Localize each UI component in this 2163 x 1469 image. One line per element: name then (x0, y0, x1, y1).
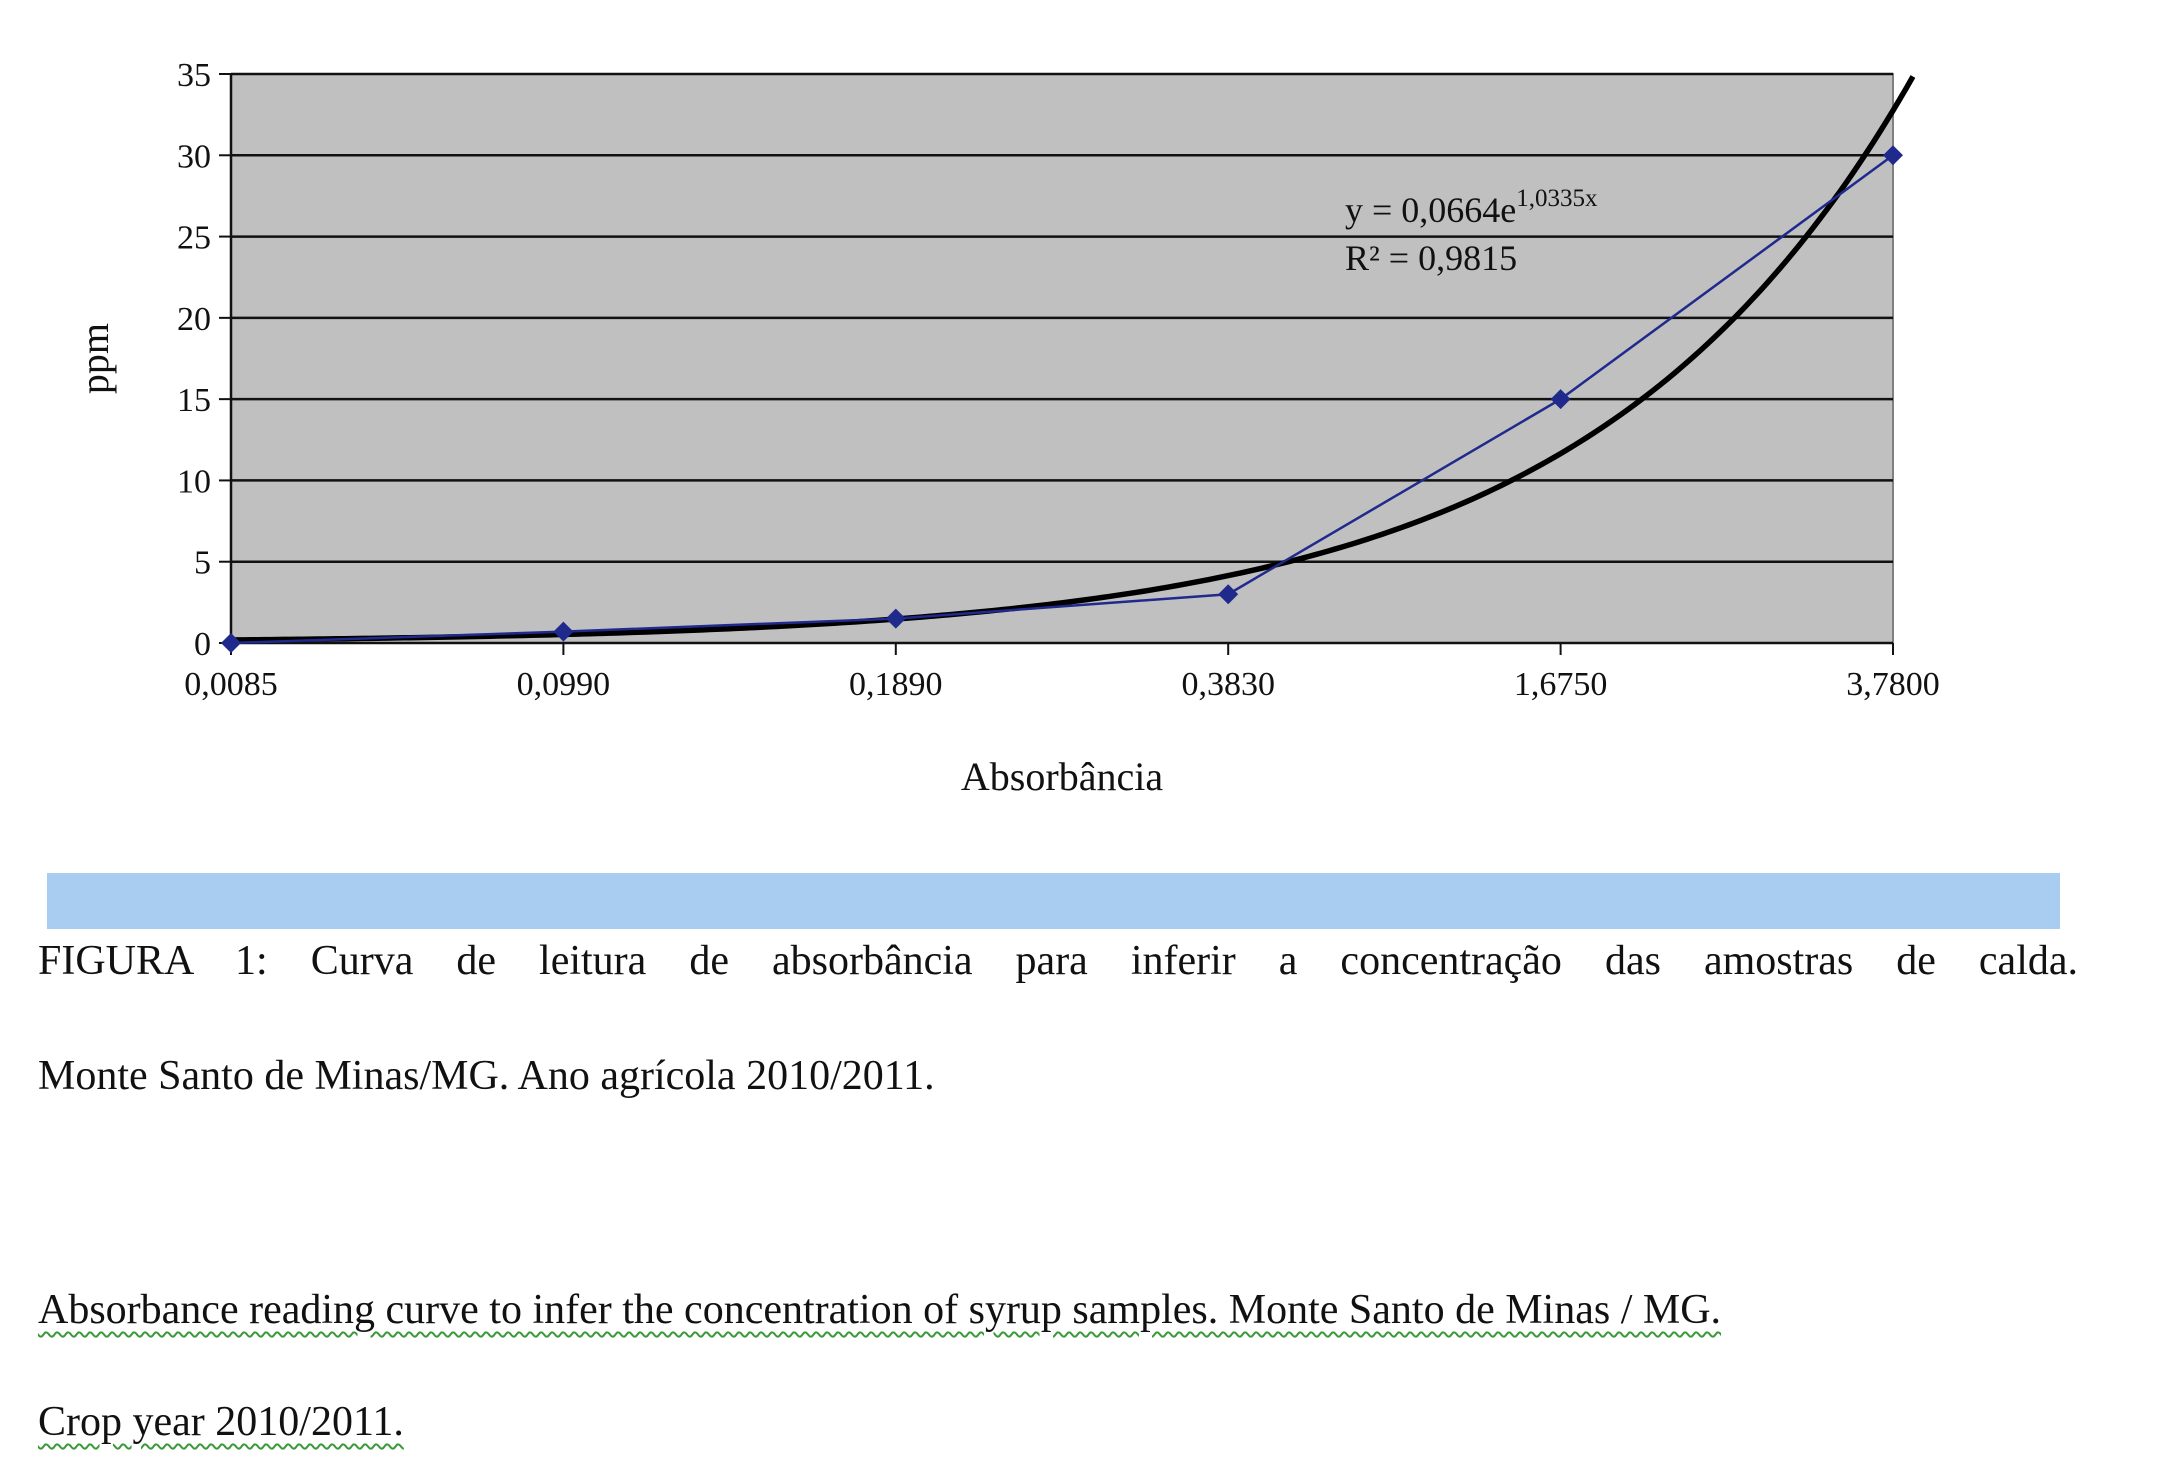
y-tick-label: 30 (177, 138, 211, 175)
data-point-marker (1218, 584, 1239, 605)
exponential-trendline (230, 75, 1916, 643)
y-tick-label: 0 (194, 626, 211, 663)
x-tick-label: 3,7800 (1846, 666, 1940, 703)
y-axis-title: ppm (72, 323, 117, 394)
x-tick-label: 0,0085 (184, 666, 278, 703)
trendline-equation: y = 0,0664e1,0335x (1345, 185, 1598, 230)
x-tick-label: 0,0990 (517, 666, 611, 703)
data-point-marker (1883, 145, 1903, 166)
trendline-r-squared: R² = 0,9815 (1345, 238, 1517, 278)
axes (229, 74, 1893, 645)
y-tick-label: 20 (177, 301, 211, 338)
data-point-marker (221, 633, 241, 653)
absorbance-chart: 0 5 10 15 20 25 30 35 0,0085 0,0990 0,1890 0,3830 1… (72, 57, 1940, 799)
y-tick-label: 35 (177, 57, 211, 94)
gridlines (231, 72, 1893, 563)
y-tick-label: 25 (177, 220, 211, 257)
caption-english-text-1: Absorbance reading curve to infer the co… (38, 1287, 1722, 1333)
caption-portuguese-line-1: FIGURA 1: Curva de leitura de absorbânci… (38, 938, 2078, 984)
series-line (230, 154, 1894, 645)
caption-english-line-1: Absorbance reading curve to infer the co… (38, 1285, 2078, 1335)
data-point-marker (885, 608, 906, 629)
x-tick-label: 0,1890 (849, 666, 943, 703)
plot-area (230, 73, 1894, 644)
x-tick-label: 1,6750 (1514, 666, 1608, 703)
caption-english-text-2: Crop year 2010/2011. (38, 1399, 404, 1445)
x-axis-ticks: 0,0085 0,0990 0,1890 0,3830 1,6750 3,7800 (184, 643, 1940, 703)
series-markers (221, 145, 1903, 653)
y-tick-label: 5 (194, 545, 211, 582)
highlight-band (47, 873, 2060, 929)
y-tick-label: 15 (177, 382, 211, 419)
caption-portuguese-line-2: Monte Santo de Minas/MG. Ano agrícola 20… (38, 1053, 935, 1099)
data-point-marker (1550, 389, 1571, 410)
y-axis-ticks: 0 5 10 15 20 25 30 35 (177, 57, 231, 663)
data-point-marker (553, 621, 574, 642)
y-tick-label: 10 (177, 463, 211, 500)
x-axis-title: Absorbância (961, 754, 1163, 799)
x-tick-label: 0,3830 (1181, 666, 1275, 703)
caption-english-line-2: Crop year 2010/2011. (38, 1397, 2078, 1447)
